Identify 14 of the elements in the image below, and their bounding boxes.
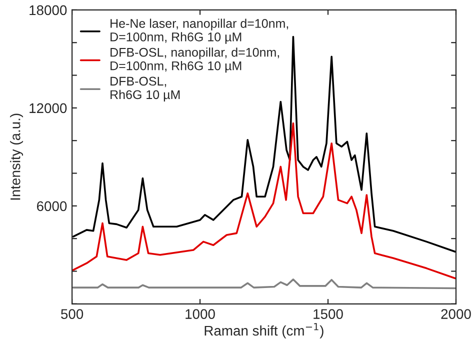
line-series <box>72 278 456 290</box>
x-tick-label: 1500 <box>314 309 343 319</box>
y-tick-label: 6000 <box>37 201 67 212</box>
legend-label: DFB-OSL, nanopillar, d=10nm, D=100nm, Rh6G 10 µM <box>110 48 279 73</box>
y-tick-label: 12000 <box>30 103 67 114</box>
y-tick-label: 18000 <box>30 5 67 16</box>
x-axis-title: Raman shift (cm$^{−1}$) <box>204 323 324 338</box>
x-tick-label: 500 <box>61 309 84 319</box>
line-series <box>72 122 456 280</box>
y-axis-title: Intensity (a.u.) <box>10 114 24 200</box>
x-tick-label: 2000 <box>441 309 471 319</box>
legend-label: He-Ne laser, nanopillar d=10nm, D=100nm, Rh6G 10 µM <box>110 18 288 44</box>
legend-label: DFB-OSL, Rh6G 10 µM <box>110 76 180 102</box>
x-tick-label: 1000 <box>186 309 215 319</box>
